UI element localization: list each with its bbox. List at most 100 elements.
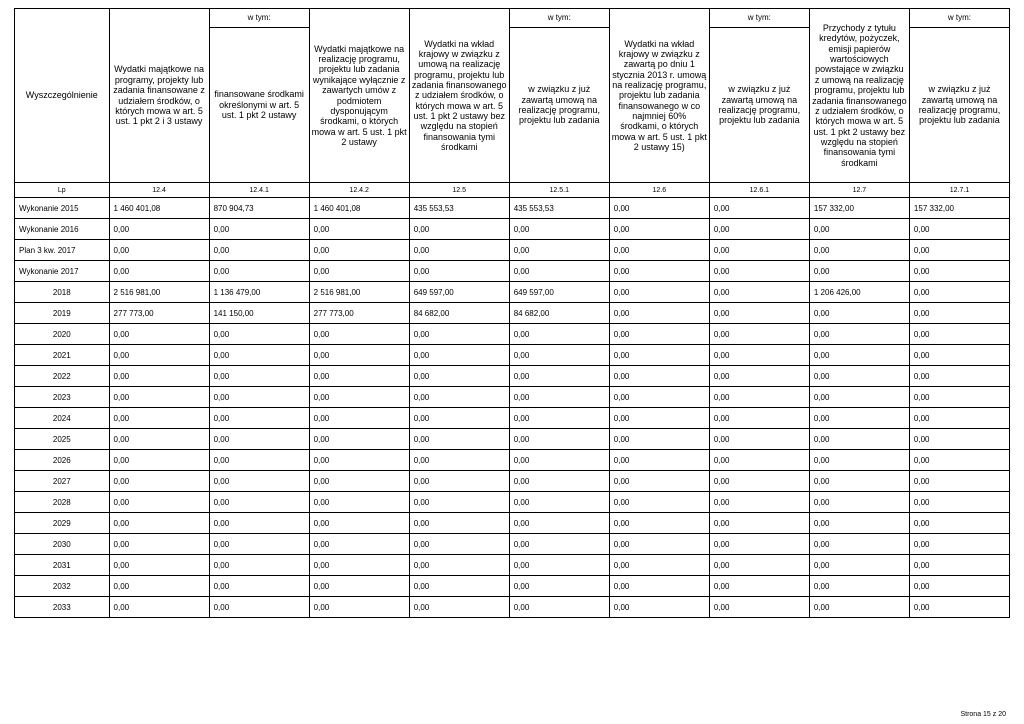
- cell-value: 0,00: [609, 240, 709, 261]
- cell-value: 0,00: [409, 324, 509, 345]
- cell-value: 0,00: [509, 345, 609, 366]
- header-c4: Wydatki na wkład krajowy w związku z umo…: [409, 9, 509, 183]
- cell-value: 0,00: [309, 597, 409, 618]
- table-row: 20200,000,000,000,000,000,000,000,000,00: [15, 324, 1010, 345]
- table-row: 20182 516 981,001 136 479,002 516 981,00…: [15, 282, 1010, 303]
- cell-value: 0,00: [909, 576, 1009, 597]
- cell-value: 0,00: [209, 240, 309, 261]
- cell-value: 0,00: [709, 408, 809, 429]
- cell-value: 84 682,00: [409, 303, 509, 324]
- cell-value: 0,00: [409, 240, 509, 261]
- cell-value: 0,00: [109, 576, 209, 597]
- cell-value: 1 136 479,00: [209, 282, 309, 303]
- cell-value: 0,00: [809, 219, 909, 240]
- cell-value: 0,00: [709, 345, 809, 366]
- cell-value: 0,00: [309, 324, 409, 345]
- row-label: Wykonanie 2016: [15, 219, 110, 240]
- cell-value: 0,00: [909, 240, 1009, 261]
- cell-value: 0,00: [609, 555, 709, 576]
- cell-value: 0,00: [609, 303, 709, 324]
- cell-value: 0,00: [409, 450, 509, 471]
- table-row: 20220,000,000,000,000,000,000,000,000,00: [15, 366, 1010, 387]
- cell-value: 0,00: [509, 450, 609, 471]
- cell-value: 0,00: [709, 492, 809, 513]
- cell-value: 0,00: [609, 282, 709, 303]
- cell-value: 0,00: [809, 387, 909, 408]
- cell-value: 0,00: [809, 261, 909, 282]
- cell-value: 157 332,00: [909, 198, 1009, 219]
- cell-value: 0,00: [209, 450, 309, 471]
- cell-value: 0,00: [409, 408, 509, 429]
- cell-value: 0,00: [109, 345, 209, 366]
- table-row: 20250,000,000,000,000,000,000,000,000,00: [15, 429, 1010, 450]
- cell-value: 0,00: [109, 450, 209, 471]
- row-label: 2019: [15, 303, 110, 324]
- cell-value: 277 773,00: [309, 303, 409, 324]
- cell-value: 0,00: [509, 471, 609, 492]
- cell-value: 0,00: [509, 555, 609, 576]
- header-c8: Przychody z tytułu kredytów, pożyczek, e…: [809, 9, 909, 183]
- cell-value: 0,00: [509, 597, 609, 618]
- cell-value: 0,00: [109, 513, 209, 534]
- cell-value: 1 460 401,08: [109, 198, 209, 219]
- lp-cell: 12.4: [109, 183, 209, 198]
- row-label: 2023: [15, 387, 110, 408]
- cell-value: 157 332,00: [809, 198, 909, 219]
- header-wyszcz: Wyszczególnienie: [15, 9, 110, 183]
- row-label: 2020: [15, 324, 110, 345]
- cell-value: 0,00: [509, 576, 609, 597]
- cell-value: 0,00: [309, 429, 409, 450]
- row-label: 2025: [15, 429, 110, 450]
- row-label: 2018: [15, 282, 110, 303]
- cell-value: 0,00: [709, 513, 809, 534]
- lp-cell: 12.5: [409, 183, 509, 198]
- cell-value: 0,00: [609, 450, 709, 471]
- cell-value: 0,00: [409, 555, 509, 576]
- page-footer: Strona 15 z 20: [960, 711, 1006, 718]
- cell-value: 0,00: [109, 219, 209, 240]
- lp-cell: 12.6: [609, 183, 709, 198]
- row-label: 2028: [15, 492, 110, 513]
- cell-value: 0,00: [509, 534, 609, 555]
- cell-value: 0,00: [109, 324, 209, 345]
- row-label: 2032: [15, 576, 110, 597]
- cell-value: 0,00: [209, 429, 309, 450]
- cell-value: 0,00: [809, 492, 909, 513]
- row-label: 2030: [15, 534, 110, 555]
- cell-value: 649 597,00: [509, 282, 609, 303]
- cell-value: 0,00: [409, 597, 509, 618]
- cell-value: 0,00: [209, 513, 309, 534]
- lp-cell: Lp: [15, 183, 110, 198]
- cell-value: 0,00: [309, 576, 409, 597]
- cell-value: 0,00: [309, 408, 409, 429]
- cell-value: 0,00: [209, 324, 309, 345]
- cell-value: 649 597,00: [409, 282, 509, 303]
- data-body: Wykonanie 20151 460 401,08870 904,731 46…: [15, 198, 1010, 618]
- cell-value: 0,00: [909, 408, 1009, 429]
- table-row: 20240,000,000,000,000,000,000,000,000,00: [15, 408, 1010, 429]
- cell-value: 2 516 981,00: [109, 282, 209, 303]
- cell-value: 0,00: [109, 366, 209, 387]
- cell-value: 0,00: [909, 219, 1009, 240]
- cell-value: 0,00: [509, 261, 609, 282]
- cell-value: 0,00: [309, 345, 409, 366]
- header-c7: w związku z już zawartą umową na realiza…: [709, 28, 809, 183]
- cell-value: 0,00: [209, 597, 309, 618]
- cell-value: 0,00: [409, 576, 509, 597]
- cell-value: 0,00: [509, 429, 609, 450]
- cell-value: 0,00: [309, 387, 409, 408]
- cell-value: 0,00: [309, 492, 409, 513]
- cell-value: 435 553,53: [509, 198, 609, 219]
- cell-value: 0,00: [509, 324, 609, 345]
- cell-value: 0,00: [309, 366, 409, 387]
- cell-value: 0,00: [609, 261, 709, 282]
- cell-value: 0,00: [909, 324, 1009, 345]
- cell-value: 0,00: [309, 513, 409, 534]
- lp-cell: 12.7: [809, 183, 909, 198]
- cell-value: 0,00: [609, 534, 709, 555]
- header-c1: Wydatki majątkowe na programy, projekty …: [109, 9, 209, 183]
- cell-value: 0,00: [309, 261, 409, 282]
- cell-value: 0,00: [609, 408, 709, 429]
- cell-value: 0,00: [609, 366, 709, 387]
- row-label: 2024: [15, 408, 110, 429]
